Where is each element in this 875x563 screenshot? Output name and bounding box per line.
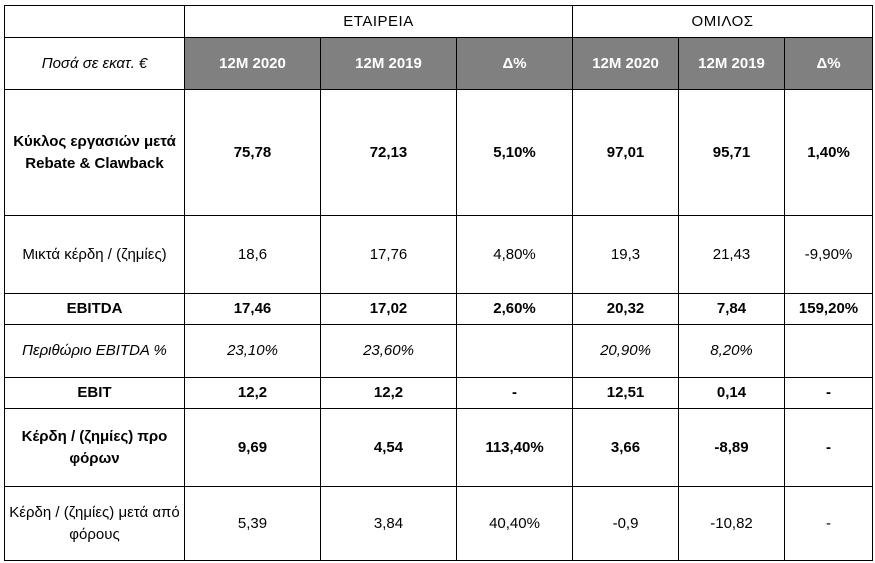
cell-value: 40,40% [455, 486, 574, 561]
table-row-net-profit: Κέρδη / (ζημίες) μετά από φόρους 5,39 3,… [4, 486, 874, 561]
financial-results-table: ΕΤΑΙΡΕΙΑ ΟΜΙΛΟΣ Ποσά σε εκατ. € 12Μ 2020… [4, 5, 874, 561]
cell-value: 0,14 [678, 377, 786, 409]
cell-value [784, 324, 874, 378]
col-company-delta: Δ% [455, 37, 574, 90]
cell-value: - [784, 377, 874, 409]
row-label: Κέρδη / (ζημίες) προ φόρων [4, 408, 185, 487]
row-label: EBITDA [4, 293, 185, 325]
cell-value: 23,10% [184, 324, 321, 378]
cell-value: 20,32 [572, 293, 680, 325]
cell-value: 17,46 [184, 293, 321, 325]
col-group-2019: 12Μ 2019 [678, 37, 786, 90]
cell-value: 97,01 [572, 89, 680, 216]
cell-value: -8,89 [678, 408, 786, 487]
cell-value: 8,20% [678, 324, 786, 378]
table-row-ebitda-margin: Περιθώριο EBITDA % 23,10% 23,60% 20,90% … [4, 324, 874, 378]
cell-value: 4,80% [455, 215, 574, 294]
row-label: Μικτά κέρδη / (ζημίες) [4, 215, 185, 294]
cell-value: 5,39 [184, 486, 321, 561]
row-label: Κέρδη / (ζημίες) μετά από φόρους [4, 486, 185, 561]
col-company-2020: 12Μ 2020 [184, 37, 321, 90]
cell-value: 18,6 [184, 215, 321, 294]
cell-value: 17,76 [320, 215, 457, 294]
row-label: Περιθώριο EBITDA % [4, 324, 185, 378]
table-row-revenue: Κύκλος εργασιών μετά Rebate & Clawback 7… [4, 89, 874, 216]
corner-cell [4, 5, 185, 38]
column-header-row: Ποσά σε εκατ. € 12Μ 2020 12Μ 2019 Δ% 12Μ… [4, 37, 874, 90]
table-row-ebitda: EBITDA 17,46 17,02 2,60% 20,32 7,84 159,… [4, 293, 874, 325]
row-label: EBIT [4, 377, 185, 409]
units-label: Ποσά σε εκατ. € [4, 37, 185, 90]
cell-value: - [784, 408, 874, 487]
cell-value: 12,2 [320, 377, 457, 409]
group-header-row: ΕΤΑΙΡΕΙΑ ΟΜΙΛΟΣ [4, 5, 874, 38]
cell-value: 7,84 [678, 293, 786, 325]
cell-value: 72,13 [320, 89, 457, 216]
cell-value: -9,90% [784, 215, 874, 294]
table-row-gross-profit: Μικτά κέρδη / (ζημίες) 18,6 17,76 4,80% … [4, 215, 874, 294]
cell-value: 12,51 [572, 377, 680, 409]
col-group-delta: Δ% [784, 37, 874, 90]
col-group-2020: 12Μ 2020 [572, 37, 680, 90]
cell-value: 2,60% [455, 293, 574, 325]
cell-value: 23,60% [320, 324, 457, 378]
cell-value [455, 324, 574, 378]
cell-value: 159,20% [784, 293, 874, 325]
cell-value: 9,69 [184, 408, 321, 487]
cell-value: 4,54 [320, 408, 457, 487]
cell-value: 5,10% [455, 89, 574, 216]
company-group-header: ΕΤΑΙΡΕΙΑ [183, 5, 574, 38]
cell-value: 3,84 [320, 486, 457, 561]
table-row-ebit: EBIT 12,2 12,2 - 12,51 0,14 - [4, 377, 874, 409]
table-row-ebt: Κέρδη / (ζημίες) προ φόρων 9,69 4,54 113… [4, 408, 874, 487]
group-group-header: ΟΜΙΛΟΣ [572, 5, 874, 38]
cell-value: 95,71 [678, 89, 786, 216]
cell-value: -0,9 [572, 486, 680, 561]
cell-value: 21,43 [678, 215, 786, 294]
col-company-2019: 12Μ 2019 [320, 37, 457, 90]
cell-value: 12,2 [184, 377, 321, 409]
cell-value: 3,66 [572, 408, 680, 487]
cell-value: - [784, 486, 874, 561]
cell-value: - [455, 377, 574, 409]
cell-value: 75,78 [184, 89, 321, 216]
cell-value: 1,40% [784, 89, 874, 216]
row-label: Κύκλος εργασιών μετά Rebate & Clawback [4, 89, 185, 216]
cell-value: -10,82 [678, 486, 786, 561]
cell-value: 113,40% [455, 408, 574, 487]
cell-value: 20,90% [572, 324, 680, 378]
cell-value: 19,3 [572, 215, 680, 294]
cell-value: 17,02 [320, 293, 457, 325]
